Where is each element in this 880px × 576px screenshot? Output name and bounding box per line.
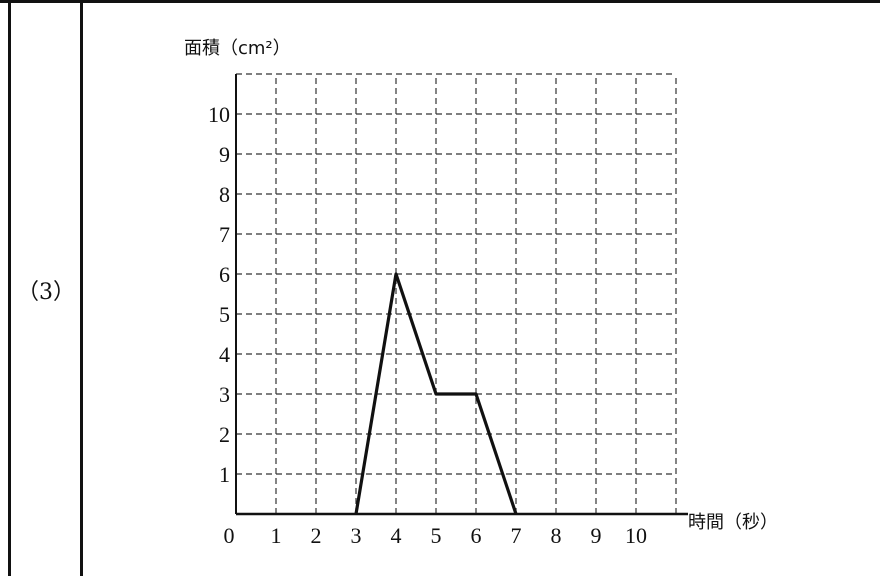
y-tick-label: 8 bbox=[219, 182, 230, 207]
table-left-border bbox=[8, 0, 11, 576]
origin-label: 0 bbox=[224, 523, 235, 548]
y-tick-label: 4 bbox=[219, 342, 230, 367]
x-tick-label: 3 bbox=[351, 523, 362, 548]
x-axis-title: 時間（秒） bbox=[688, 512, 778, 533]
y-tick-label: 6 bbox=[219, 262, 230, 287]
x-tick-label: 1 bbox=[271, 523, 282, 548]
chart-axes bbox=[235, 74, 688, 516]
y-tick-label: 2 bbox=[219, 422, 230, 447]
x-tick-label: 2 bbox=[311, 523, 322, 548]
x-tick-label: 9 bbox=[591, 523, 602, 548]
x-tick-label: 7 bbox=[511, 523, 522, 548]
x-tick-label: 6 bbox=[471, 523, 482, 548]
chart-tick-labels: 1 2 3 4 5 6 7 8 9 10 1 2 3 4 5 6 7 8 9 10 bbox=[208, 102, 647, 548]
chart-grid bbox=[236, 73, 677, 514]
x-tick-label: 4 bbox=[391, 523, 402, 548]
y-tick-label: 5 bbox=[219, 302, 230, 327]
y-tick-label: 10 bbox=[208, 102, 230, 127]
table-top-border bbox=[0, 0, 880, 3]
y-tick-label: 9 bbox=[219, 142, 230, 167]
y-tick-label: 1 bbox=[219, 462, 230, 487]
x-tick-label: 10 bbox=[625, 523, 647, 548]
x-tick-label: 8 bbox=[551, 523, 562, 548]
chart-series bbox=[354, 272, 518, 515]
problem-number-label: （3） bbox=[17, 280, 75, 305]
x-tick-label: 5 bbox=[431, 523, 442, 548]
table-column-divider bbox=[80, 0, 83, 576]
y-axis-title: 面積（cm²） bbox=[184, 38, 291, 59]
series-line bbox=[354, 272, 518, 515]
y-tick-label: 3 bbox=[219, 382, 230, 407]
y-tick-label: 7 bbox=[219, 222, 230, 247]
